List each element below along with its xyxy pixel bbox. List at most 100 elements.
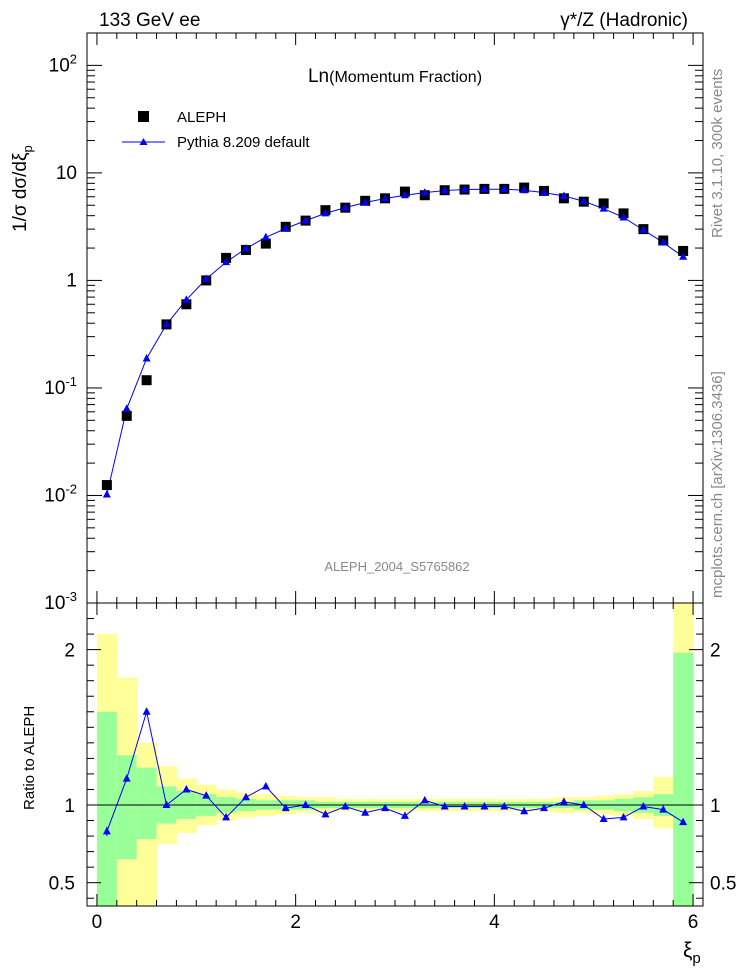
ratio-point-pythia bbox=[559, 797, 568, 805]
mc-point-pythia bbox=[400, 190, 409, 199]
mc-point-pythia bbox=[182, 295, 191, 303]
mc-point-pythia bbox=[659, 238, 668, 246]
y-tick-label-main: 10-1 bbox=[44, 374, 77, 399]
data-point-aleph bbox=[181, 299, 192, 310]
mc-point-pythia bbox=[222, 257, 231, 266]
analysis-tag: ALEPH_2004_S5765862 bbox=[324, 559, 469, 574]
x-axis-label: ξp bbox=[683, 939, 701, 967]
ratio-point-pythia bbox=[420, 795, 429, 804]
mc-point-pythia bbox=[619, 212, 628, 221]
ratio-point-pythia bbox=[182, 784, 191, 793]
mcplots-label: mcplots.cern.ch [arXiv:1306.3436] bbox=[709, 371, 726, 598]
legend-label-aleph: ALEPH bbox=[177, 109, 226, 126]
ratio-point-pythia bbox=[540, 803, 549, 812]
mc-point-pythia bbox=[122, 404, 131, 412]
ratio-panel-data bbox=[87, 603, 703, 906]
process-label: γ*/Z (Hadronic) bbox=[560, 10, 688, 31]
ratio-point-pythia bbox=[500, 802, 509, 810]
mc-point-pythia bbox=[559, 191, 568, 199]
ratio-point-pythia bbox=[381, 803, 390, 812]
ratio-point-pythia bbox=[301, 800, 310, 808]
ratio-point-pythia bbox=[460, 802, 469, 810]
mc-point-pythia bbox=[579, 196, 588, 205]
ratio-point-pythia bbox=[520, 806, 529, 815]
y-tick-label-ratio: 2 bbox=[64, 641, 75, 662]
ratio-point-pythia bbox=[142, 707, 151, 715]
ratio-point-pythia bbox=[202, 791, 211, 799]
ratio-point-pythia bbox=[659, 805, 668, 813]
main-panel: 10-3 10-2 10-1 1 10 102 Ln(Momentum Fraction)… bbox=[10, 32, 704, 614]
data-point-aleph bbox=[678, 245, 689, 256]
mc-point-pythia bbox=[301, 216, 310, 224]
ratio-point-pythia bbox=[440, 802, 449, 810]
legend-marker-aleph bbox=[138, 111, 149, 122]
mc-point-pythia bbox=[162, 319, 171, 328]
data-point-aleph bbox=[260, 238, 271, 249]
ratio-point-pythia bbox=[281, 803, 290, 812]
y-tick-label-ratio-right: 2 bbox=[710, 641, 721, 662]
plot-title: Ln(Momentum Fraction) bbox=[308, 66, 482, 87]
mc-point-pythia bbox=[261, 232, 270, 241]
x-tick-label: 2 bbox=[290, 912, 301, 933]
mc-line-pythia bbox=[106, 188, 684, 495]
data-point-aleph bbox=[121, 410, 132, 421]
rivet-label: Rivet 3.1.10, 300k events bbox=[709, 69, 726, 238]
x-tick-label: 6 bbox=[688, 912, 699, 933]
y-axis-label-main: 1/σ dσ/dξp bbox=[10, 145, 35, 232]
ratio-point-pythia bbox=[241, 792, 250, 801]
main-panel-axes: 10-3 10-2 10-1 1 10 102 bbox=[44, 32, 703, 614]
ratio-point-pythia bbox=[321, 809, 330, 818]
y-axis-label-ratio: Ratio to ALEPH bbox=[21, 706, 38, 810]
y-tick-label-main: 1 bbox=[66, 270, 77, 291]
ratio-point-pythia bbox=[222, 812, 231, 821]
ratio-point-pythia bbox=[341, 802, 350, 810]
ratio-point-pythia bbox=[102, 826, 111, 835]
mc-point-pythia bbox=[102, 490, 111, 498]
mc-point-pythia bbox=[202, 274, 211, 283]
ratio-point-pythia bbox=[679, 817, 688, 826]
ratio-panel: 0 2 4 6 0.5 0.5 1 1 2 2 Ratio to ALEPH ξp bbox=[21, 602, 736, 967]
y-tick-label-ratio-right: 1 bbox=[710, 796, 721, 817]
mc-point-pythia bbox=[420, 188, 429, 196]
ratio-point-pythia bbox=[480, 802, 489, 810]
mc-point-pythia bbox=[639, 225, 648, 233]
mc-point-pythia bbox=[679, 252, 688, 260]
ratio-point-pythia bbox=[261, 781, 270, 790]
mc-point-pythia bbox=[381, 193, 390, 202]
ratio-point-pythia bbox=[400, 811, 409, 819]
mc-point-pythia bbox=[341, 203, 350, 211]
mc-point-pythia bbox=[520, 185, 529, 194]
band-inner bbox=[116, 755, 138, 860]
band-inner bbox=[96, 711, 118, 906]
legend-label-pythia: Pythia 8.209 default bbox=[177, 134, 310, 151]
band-inner bbox=[136, 767, 158, 840]
y-tick-label-ratio-right: 0.5 bbox=[710, 874, 736, 895]
plot-title-main: Ln bbox=[308, 66, 329, 87]
data-point-aleph bbox=[101, 480, 112, 491]
y-tick-label-main: 10-2 bbox=[44, 481, 77, 506]
mc-point-pythia bbox=[480, 184, 489, 193]
y-tick-label-main: 102 bbox=[49, 51, 77, 76]
x-tick-label: 0 bbox=[92, 912, 103, 933]
main-panel-data bbox=[101, 182, 689, 498]
y-tick-label-main: 10 bbox=[56, 163, 77, 184]
band-inner bbox=[673, 652, 694, 906]
data-point-aleph bbox=[141, 375, 152, 386]
ratio-panel-axes: 0 2 4 6 0.5 0.5 1 1 2 2 bbox=[49, 603, 736, 933]
mc-point-pythia bbox=[142, 353, 151, 362]
plot-title-paren: (Momentum Fraction) bbox=[329, 69, 482, 86]
ratio-point-pythia bbox=[162, 800, 171, 808]
mc-point-pythia bbox=[540, 188, 549, 196]
y-tick-label-main: 10-3 bbox=[44, 589, 77, 614]
mc-point-pythia bbox=[281, 223, 290, 232]
mc-point-pythia bbox=[440, 186, 449, 194]
legend: ALEPH Pythia 8.209 default bbox=[122, 109, 310, 151]
mc-point-pythia bbox=[599, 204, 608, 212]
ratio-point-pythia bbox=[619, 812, 628, 821]
ratio-panel-frame bbox=[86, 602, 704, 907]
legend-marker-pythia bbox=[139, 138, 148, 145]
energy-label: 133 GeV ee bbox=[99, 10, 200, 31]
ratio-point-pythia bbox=[599, 814, 608, 822]
mc-point-pythia bbox=[321, 208, 330, 217]
